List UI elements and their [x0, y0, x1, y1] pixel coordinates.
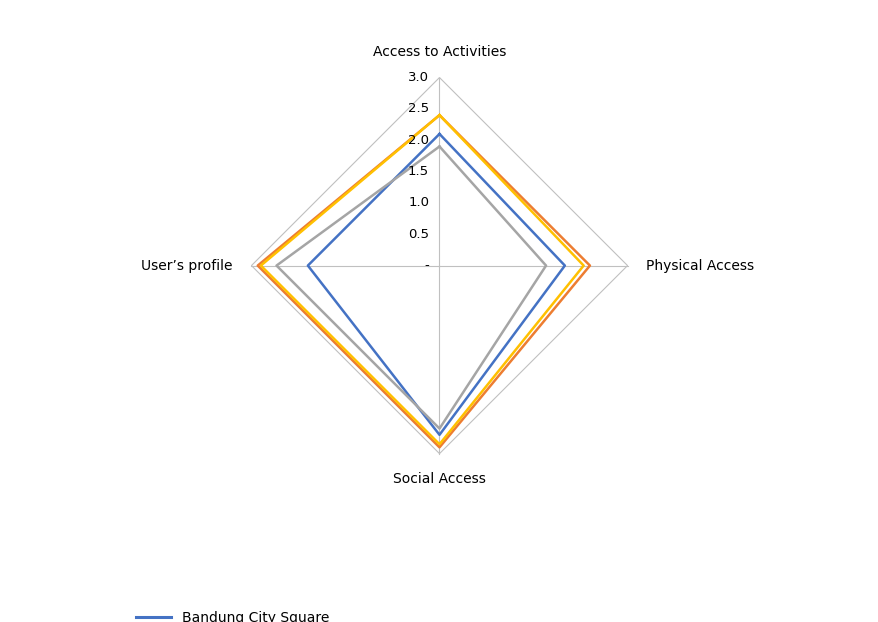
Polygon shape [283, 109, 595, 422]
Text: 2.5: 2.5 [407, 103, 428, 115]
Text: 0.5: 0.5 [407, 228, 428, 241]
Text: 1.0: 1.0 [407, 197, 428, 210]
Polygon shape [251, 78, 627, 453]
Legend: Bandung City Square, Ujung Berung Square, Superhero Park, Superhero Park: Bandung City Square, Ujung Berung Square… [132, 606, 334, 622]
Text: Physical Access: Physical Access [645, 259, 753, 272]
Text: 1.5: 1.5 [407, 165, 428, 178]
Text: 3.0: 3.0 [407, 71, 428, 84]
Polygon shape [407, 234, 471, 297]
Text: User’s profile: User’s profile [141, 259, 233, 272]
Polygon shape [377, 203, 501, 328]
Text: Access to Activities: Access to Activities [372, 45, 506, 58]
Polygon shape [345, 172, 533, 360]
Text: Social Access: Social Access [392, 473, 486, 486]
Text: 2.0: 2.0 [407, 134, 428, 147]
Polygon shape [313, 140, 565, 391]
Text: -: - [424, 259, 428, 272]
